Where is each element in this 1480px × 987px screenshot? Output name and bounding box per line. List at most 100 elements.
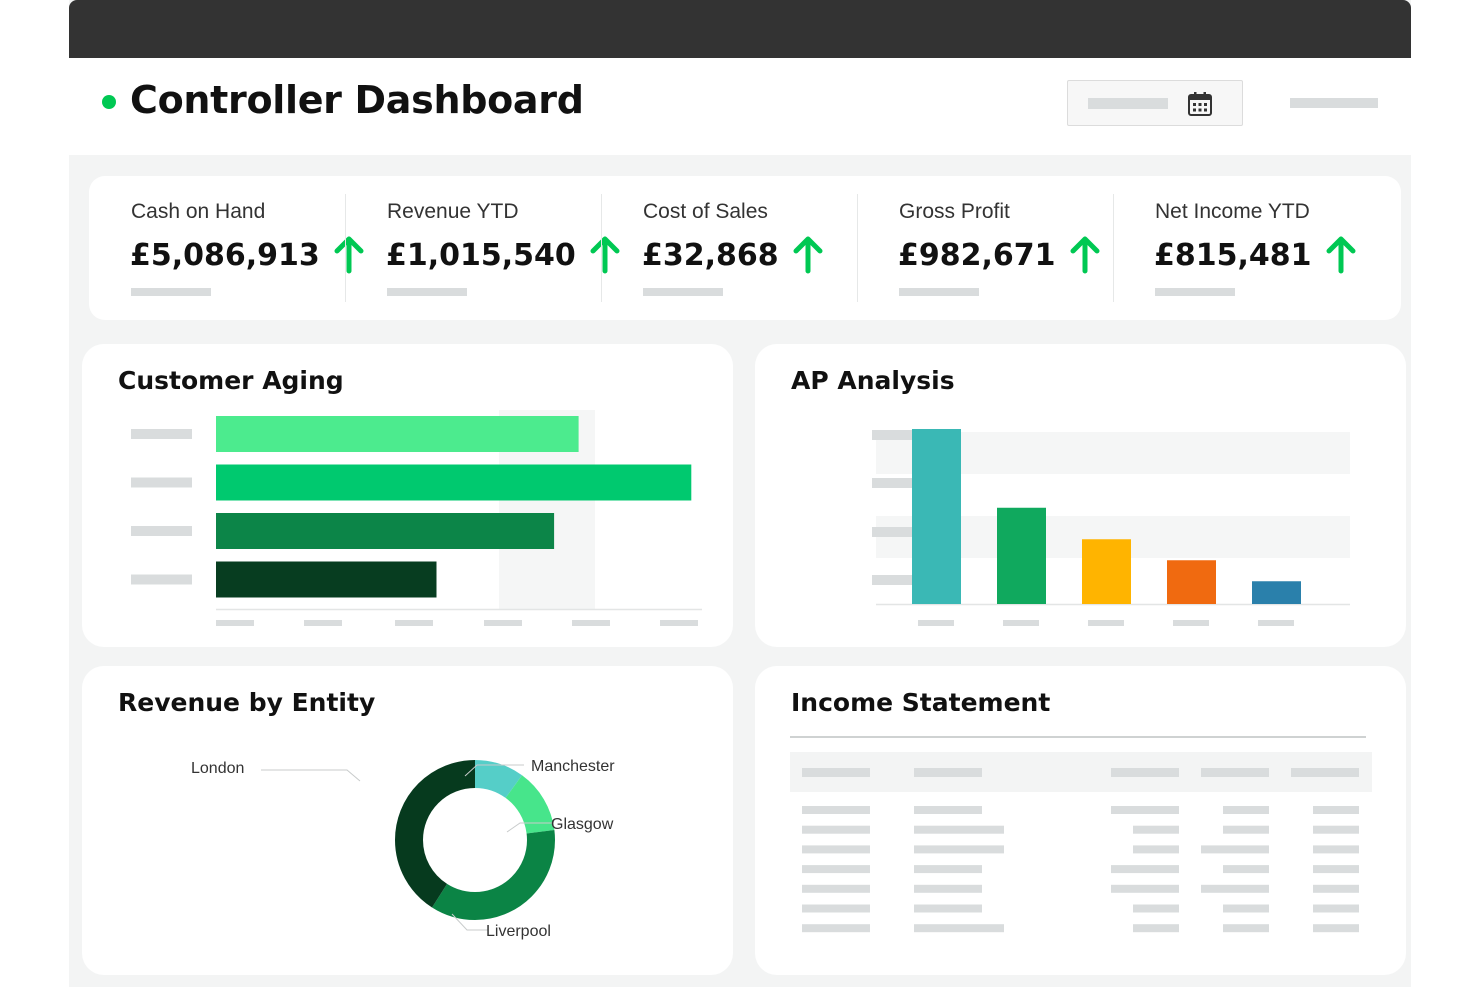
entity-label-london: London (191, 760, 244, 777)
calendar-icon[interactable] (1187, 91, 1213, 117)
table-header-row (790, 752, 1372, 792)
dashboard-header: Controller Dashboard (69, 58, 1411, 155)
x-tick-placeholder (1003, 620, 1039, 626)
table-cell-placeholder (1133, 825, 1179, 834)
arrow-up-icon (1326, 236, 1356, 274)
kpi-value: £32,868 (642, 237, 779, 273)
x-tick-placeholder (1088, 620, 1124, 626)
arrow-up-icon (334, 236, 364, 274)
table-cell-placeholder (1223, 865, 1269, 874)
kpi-gross-profit[interactable]: Gross Profit £982,671 (857, 176, 1113, 320)
leader-lines (261, 764, 553, 931)
aging-bar[interactable] (216, 416, 579, 452)
table-cell-placeholder (1111, 806, 1179, 814)
date-picker-placeholder (1088, 98, 1168, 109)
kpi-label: Revenue YTD (387, 200, 519, 223)
table-cell-placeholder (1223, 825, 1269, 834)
table-cell-placeholder (1133, 904, 1179, 913)
arrow-up-icon (1070, 236, 1100, 274)
x-tick-placeholder (918, 620, 954, 626)
table-cell-placeholder (1133, 924, 1179, 933)
table-cell-placeholder (914, 884, 982, 893)
donut-slice[interactable] (395, 760, 555, 920)
customer-aging-chart (131, 410, 702, 626)
x-tick-placeholder (1173, 620, 1209, 626)
kpi-label: Net Income YTD (1155, 200, 1310, 223)
kpi-value: £1,015,540 (386, 237, 576, 273)
kpi-label: Cash on Hand (131, 200, 266, 223)
kpi-divider (857, 194, 858, 302)
kpi-placeholder (643, 288, 723, 296)
kpi-cost-of-sales[interactable]: Cost of Sales £32,868 (601, 176, 857, 320)
header-cell-placeholder (1201, 768, 1269, 777)
kpi-placeholder (131, 288, 211, 296)
ap-bar[interactable] (1252, 581, 1301, 604)
donut-slice[interactable] (395, 760, 555, 920)
income-statement-table (790, 736, 1372, 933)
ap-analysis-panel[interactable]: AP Analysis (755, 344, 1406, 647)
table-cell-placeholder (1133, 845, 1179, 854)
ap-bar[interactable] (912, 429, 961, 604)
y-label-placeholder (872, 527, 933, 537)
kpi-cash-on-hand[interactable]: Cash on Hand £5,086,913 (89, 176, 364, 320)
table-cell-placeholder (1313, 924, 1359, 933)
header-cell-placeholder (1291, 768, 1359, 777)
revenue-by-entity-chart: London Manchester Glasgow Liverpool (191, 758, 615, 940)
header-menu-placeholder[interactable] (1290, 98, 1378, 108)
x-tick-placeholder (1258, 620, 1294, 626)
y-label-placeholder (872, 478, 933, 488)
header-cell-placeholder (1111, 768, 1179, 777)
table-cell-placeholder (914, 865, 982, 874)
income-statement-panel[interactable]: Income Statement (755, 666, 1406, 975)
table-cell-placeholder (1313, 825, 1359, 834)
panel-title: Customer Aging (118, 366, 344, 395)
table-cell-placeholder (914, 924, 1004, 933)
table-cell-placeholder (1201, 845, 1269, 854)
table-cell-placeholder (914, 825, 1004, 834)
table-cell-placeholder (1223, 924, 1269, 933)
entity-label-liverpool: Liverpool (486, 923, 551, 940)
kpi-placeholder (1155, 288, 1235, 296)
date-picker[interactable] (1067, 80, 1243, 126)
status-dot (102, 95, 116, 109)
leader-line-glasgow (506, 822, 553, 833)
leader-line-liverpool (451, 913, 488, 931)
kpi-revenue-ytd[interactable]: Revenue YTD £1,015,540 (345, 176, 620, 320)
x-tick-placeholder (660, 620, 698, 626)
panel-title: AP Analysis (791, 366, 955, 395)
arrow-up-icon (793, 236, 823, 274)
table-cell-placeholder (1201, 884, 1269, 893)
table-cell-placeholder (1313, 865, 1359, 874)
table-cell-placeholder (1111, 865, 1179, 874)
header-cell-placeholder (802, 768, 870, 777)
kpi-divider (1113, 194, 1114, 302)
entity-label-glasgow: Glasgow (551, 816, 614, 833)
table-cell-placeholder (1223, 904, 1269, 913)
dashboard-frame: Controller Dashboard Cash on Hand £5,086… (69, 0, 1411, 987)
ap-bar[interactable] (997, 507, 1046, 604)
revenue-by-entity-panel[interactable]: Revenue by Entity London Manchester Glas… (82, 666, 733, 975)
table-cell-placeholder (1313, 806, 1359, 814)
table-cell-placeholder (1313, 884, 1359, 893)
table-cell-placeholder (802, 924, 870, 933)
ap-bar[interactable] (1082, 539, 1131, 604)
kpi-card: Cash on Hand £5,086,913 Revenue YTD £1,0… (89, 176, 1401, 320)
ap-analysis-chart (872, 429, 1350, 626)
table-cell-placeholder (914, 845, 1004, 854)
aging-bar[interactable] (216, 561, 437, 598)
ap-bar[interactable] (1167, 560, 1216, 604)
aging-bar[interactable] (216, 513, 555, 549)
customer-aging-panel[interactable]: Customer Aging (82, 344, 733, 647)
kpi-net-income-ytd[interactable]: Net Income YTD £815,481 (1113, 176, 1369, 320)
table-cell-placeholder (1313, 845, 1359, 854)
kpi-label: Cost of Sales (643, 200, 768, 223)
kpi-placeholder (899, 288, 979, 296)
table-cell-placeholder (802, 865, 870, 874)
panel-title: Income Statement (791, 688, 1051, 717)
entity-label-manchester: Manchester (531, 758, 615, 775)
x-tick-placeholder (572, 620, 610, 626)
table-cell-placeholder (1111, 884, 1179, 893)
table-cell-placeholder (914, 904, 982, 913)
aging-bar[interactable] (216, 464, 692, 501)
table-cell-placeholder (802, 884, 870, 893)
